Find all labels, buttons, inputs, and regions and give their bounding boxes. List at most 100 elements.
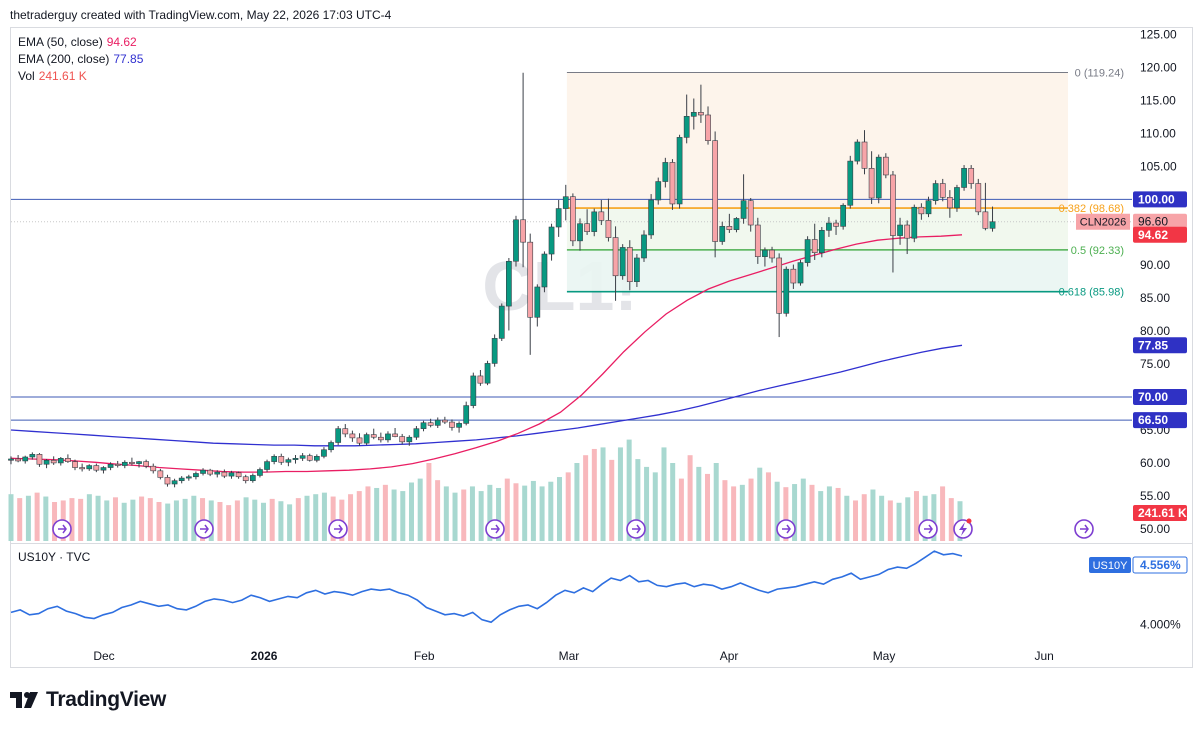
- volume-bar: [844, 495, 850, 541]
- candle-body: [36, 454, 43, 465]
- volume-bar: [52, 502, 58, 541]
- y-tick-label: 55.00: [1140, 489, 1170, 503]
- candle-body: [954, 187, 960, 209]
- candle-body: [506, 260, 512, 307]
- legend-ema50[interactable]: EMA (50, close) 94.62: [18, 35, 137, 49]
- candle-body: [911, 206, 918, 239]
- candle-body: [833, 222, 839, 227]
- volume-bar: [705, 473, 711, 541]
- candle-body: [626, 247, 633, 283]
- candle-body: [719, 226, 726, 242]
- candle-body: [641, 234, 647, 259]
- event-marker-icon: [1074, 519, 1094, 539]
- y-tick-label: 75.00: [1140, 357, 1170, 371]
- volume-bar: [818, 491, 824, 541]
- volume-bar: [496, 487, 502, 541]
- candle-body: [249, 475, 256, 482]
- candle-body: [811, 239, 818, 254]
- volume-bar: [86, 494, 92, 541]
- hline-label-1: 70.00: [1138, 390, 1168, 404]
- candle-body: [527, 241, 534, 318]
- volume-bar: [365, 486, 371, 541]
- volume-bar: [217, 502, 223, 541]
- candle-body: [477, 375, 484, 384]
- volume-bar: [913, 491, 919, 541]
- tradingview-logo[interactable]: TradingView: [10, 688, 166, 712]
- volume-bar: [931, 494, 937, 541]
- candle-body: [669, 162, 676, 205]
- volume-bar: [304, 495, 310, 541]
- candle-body: [413, 428, 420, 438]
- candle-body: [683, 116, 690, 138]
- volume-bar: [583, 455, 589, 541]
- tradingview-logo-icon: [10, 692, 38, 708]
- volume-bar: [408, 482, 414, 541]
- candle-body: [370, 434, 377, 438]
- volume-bar: [644, 466, 650, 541]
- event-marker-icon: [328, 519, 348, 539]
- candle-body: [136, 461, 142, 464]
- candle-body: [221, 471, 228, 477]
- candle-body: [328, 442, 334, 451]
- candle-body: [562, 196, 569, 209]
- volume-bar: [539, 486, 545, 541]
- us10y-value-label: 4.556%: [1140, 558, 1181, 572]
- candle-body: [214, 471, 221, 475]
- volume-bar: [287, 504, 293, 541]
- candle-body: [932, 183, 939, 201]
- candle-body: [257, 469, 263, 476]
- candle-body: [114, 463, 121, 466]
- volume-bar: [652, 472, 658, 541]
- volume-bar: [104, 500, 110, 541]
- volume-bar: [382, 484, 388, 541]
- candle-body: [690, 112, 697, 117]
- candle-body: [129, 461, 135, 464]
- candle-body: [662, 162, 669, 182]
- volume-bar: [417, 478, 423, 541]
- candle-body: [157, 470, 164, 478]
- candle-body: [655, 181, 662, 201]
- price-label-2: 77.85: [1138, 338, 1168, 352]
- volume-bar: [435, 480, 441, 541]
- event-marker-arrow: [200, 524, 209, 534]
- volume-bar: [731, 486, 737, 541]
- y-tick-label: 90.00: [1140, 258, 1170, 272]
- fib-label-2: 0.5 (92.33): [1071, 245, 1124, 257]
- candle-body: [406, 436, 413, 443]
- legend-vol[interactable]: Vol 241.61 K: [18, 69, 87, 83]
- candle-body: [342, 428, 349, 435]
- candle-body: [555, 208, 562, 228]
- candle-body: [434, 419, 441, 426]
- candle-body: [392, 433, 398, 437]
- candle-body: [698, 112, 704, 116]
- volume-bar: [69, 498, 75, 541]
- event-marker-icon: [485, 519, 505, 539]
- candle-body: [335, 428, 342, 443]
- symbol-price-tag: CLN2026: [1076, 213, 1130, 230]
- volume-bar: [191, 495, 197, 541]
- volume-bar: [34, 492, 40, 541]
- lightning-dot: [966, 518, 972, 524]
- legend-ema50-label: EMA (50, close): [18, 35, 103, 49]
- volume-bar: [809, 484, 815, 541]
- volume-bar: [321, 492, 327, 541]
- candle-body: [804, 239, 811, 263]
- volume-bar: [670, 463, 676, 541]
- tradingview-logo-text: TradingView: [46, 688, 167, 711]
- candle-body: [385, 433, 391, 441]
- candle-body: [200, 469, 206, 474]
- legend-ema200[interactable]: EMA (200, close) 77.85: [18, 52, 143, 66]
- candle-body: [484, 363, 491, 384]
- volume-bar: [356, 491, 362, 541]
- volume-bar: [835, 487, 841, 541]
- volume-bar: [17, 498, 23, 541]
- symbol-tag-label: CLN2026: [1080, 217, 1126, 229]
- candle-body: [171, 480, 178, 485]
- us10y-pane-title: US10Y · TVC: [18, 550, 91, 564]
- volume-bar: [112, 497, 118, 541]
- candle-body: [826, 222, 832, 231]
- volume-bar: [452, 492, 458, 541]
- candle-body: [890, 174, 896, 236]
- candle-body: [100, 467, 107, 471]
